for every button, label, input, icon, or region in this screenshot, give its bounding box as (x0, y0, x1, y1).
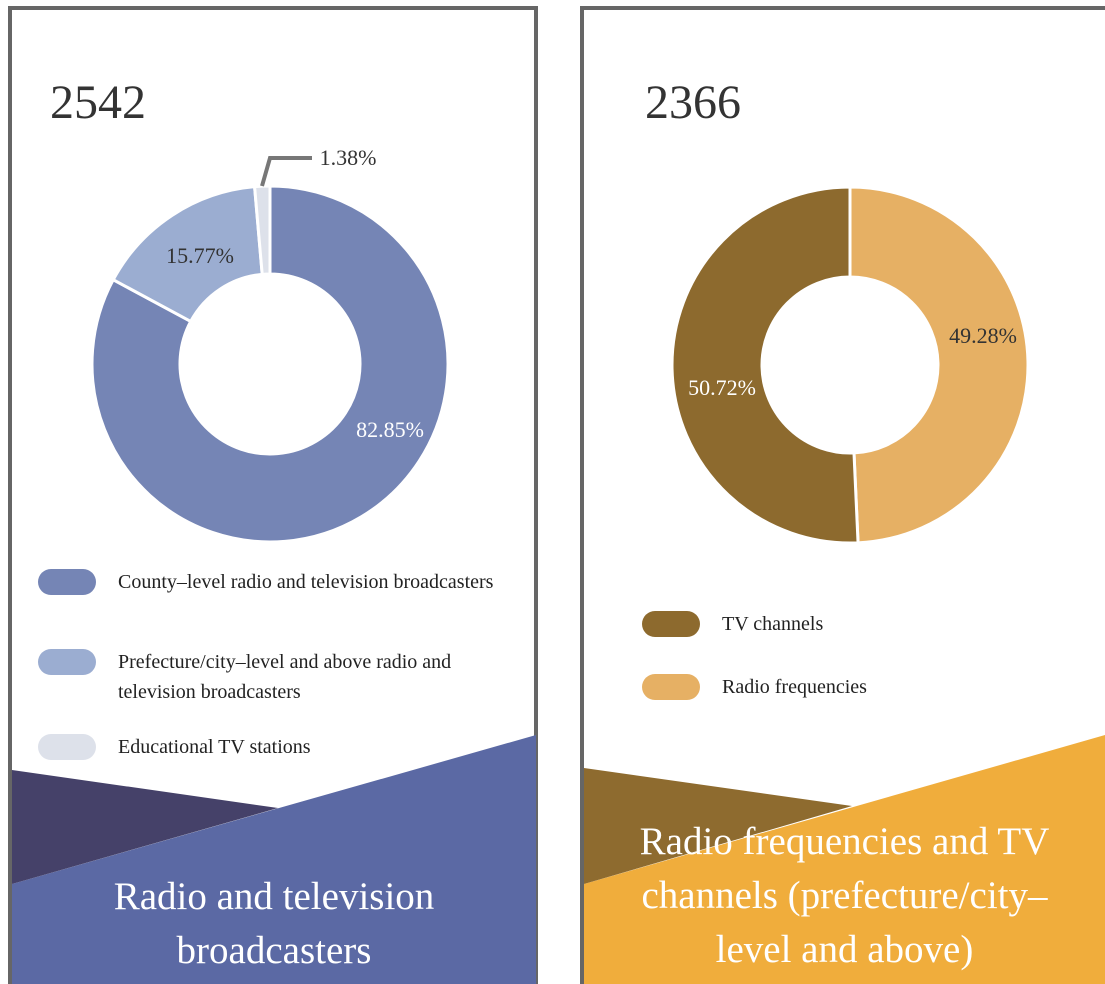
legend-label: TV channels (722, 613, 824, 635)
legend-label: Prefecture/city–level and above radio an… (118, 651, 452, 703)
legend-swatch (38, 649, 96, 675)
value-label: 50.72% (688, 375, 756, 400)
legend-swatch (38, 734, 96, 760)
panel-frame (580, 6, 1105, 984)
caption-line: level and above) (715, 928, 974, 971)
legend-label: Educational TV stations (118, 736, 311, 758)
donut-segment (848, 185, 1030, 545)
caption-line: Radio frequencies and TV (639, 820, 1050, 863)
caption: Radio frequencies and TV channels (prefec… (584, 815, 1105, 977)
donut-segment (90, 184, 450, 544)
donut-segment (670, 185, 860, 545)
legend-item: Radio frequencies (642, 672, 1082, 702)
legend-label: County–level radio and television broadc… (118, 571, 494, 593)
decor-shape (584, 735, 1105, 984)
legend-swatch (642, 611, 700, 637)
value-label: 1.38% (320, 145, 377, 170)
caption-line: Radio and television (113, 875, 435, 918)
caption: Radio and television broadcasters (12, 870, 536, 978)
value-label: 82.85% (356, 417, 424, 442)
panel-frame (8, 6, 538, 984)
legend-swatch (642, 674, 700, 700)
donut-segment (252, 184, 272, 276)
decor-shape (12, 770, 278, 884)
caption-line: broadcasters (176, 929, 372, 972)
decor-shape (584, 768, 852, 884)
panel-title: 2542 (50, 76, 146, 129)
panel-title: 2366 (645, 76, 741, 129)
value-label: 15.77% (166, 243, 234, 268)
value-label: 49.28% (949, 323, 1017, 348)
legend-swatch (38, 569, 96, 595)
legend-item: Educational TV stations (38, 732, 508, 762)
caption-line: channels (prefecture/city– (641, 874, 1048, 917)
decor-shape (12, 735, 536, 984)
legend-item: Prefecture/city–level and above radio an… (38, 647, 508, 707)
leader-line (260, 156, 312, 187)
legend-label: Radio frequencies (722, 676, 867, 698)
legend-item: TV channels (642, 609, 1082, 639)
legend-item: County–level radio and television broadc… (38, 567, 508, 597)
